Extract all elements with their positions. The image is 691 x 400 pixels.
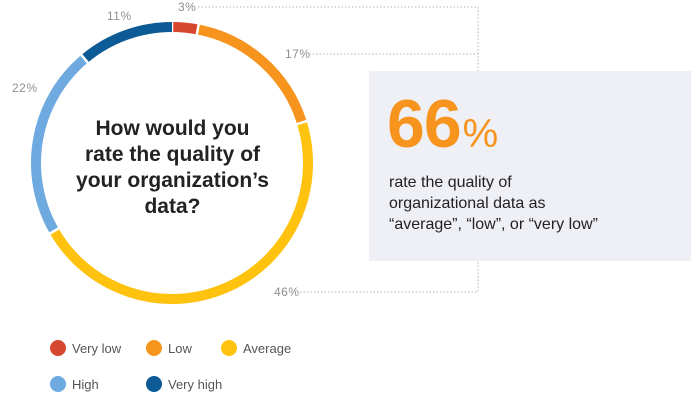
chart-legend: Very low Low Average High Very high	[50, 340, 350, 400]
slice-low	[196, 24, 307, 125]
question-line-2: rate the quality of	[84, 143, 261, 166]
callout-big-stat: 66%	[387, 89, 498, 159]
slice-very-low	[171, 22, 199, 35]
slice-very-high	[81, 22, 173, 63]
callout-line-2: organizational data as	[389, 195, 546, 212]
legend-swatch	[50, 340, 66, 356]
legend-label: Very low	[72, 340, 122, 356]
legend-item-low: Low	[146, 340, 192, 356]
value-label-high: 22%	[12, 81, 38, 95]
donut-slices	[31, 21, 313, 304]
value-labels: 3% 17% 46% 22% 11%	[12, 0, 311, 299]
chart-question: How would you rate the quality of your o…	[55, 116, 290, 220]
summary-callout: 66% rate the quality of organizational d…	[369, 71, 691, 261]
slice-separator	[195, 23, 201, 36]
value-label-very-low: 3%	[178, 0, 196, 14]
legend-label: Very high	[168, 376, 223, 392]
slice-separator	[295, 119, 308, 126]
legend-swatch	[221, 340, 237, 356]
value-label-low: 17%	[285, 47, 311, 61]
legend-label: Low	[168, 340, 192, 356]
legend-swatch	[146, 376, 162, 392]
slice-separator	[48, 226, 61, 236]
callout-number: 66	[387, 86, 462, 162]
legend-item-average: Average	[221, 340, 291, 356]
legend-item-very-low: Very low	[50, 340, 121, 356]
callout-line-3: “average”, “low”, or “very low”	[389, 216, 598, 233]
connector-very-low	[198, 6, 479, 71]
connector-lines	[198, 6, 479, 293]
legend-label: Average	[243, 340, 292, 356]
legend-swatch	[146, 340, 162, 356]
question-line-1: How would you	[95, 117, 250, 140]
callout-line-1: rate the quality of	[389, 174, 512, 191]
question-line-4: data?	[144, 195, 201, 218]
slice-average	[49, 121, 313, 304]
legend-label: High	[72, 376, 99, 392]
slice-separator	[79, 53, 90, 65]
legend-swatch	[50, 376, 66, 392]
callout-description: rate the quality of organizational data …	[389, 172, 689, 235]
slice-high	[31, 54, 88, 234]
connector-average	[300, 261, 479, 293]
value-label-average: 46%	[274, 285, 300, 299]
legend-item-very-high: Very high	[146, 376, 222, 392]
callout-unit: %	[462, 112, 499, 156]
value-label-very-high: 11%	[107, 9, 132, 23]
legend-item-high: High	[50, 376, 99, 392]
question-line-3: your organization’s	[76, 169, 269, 192]
